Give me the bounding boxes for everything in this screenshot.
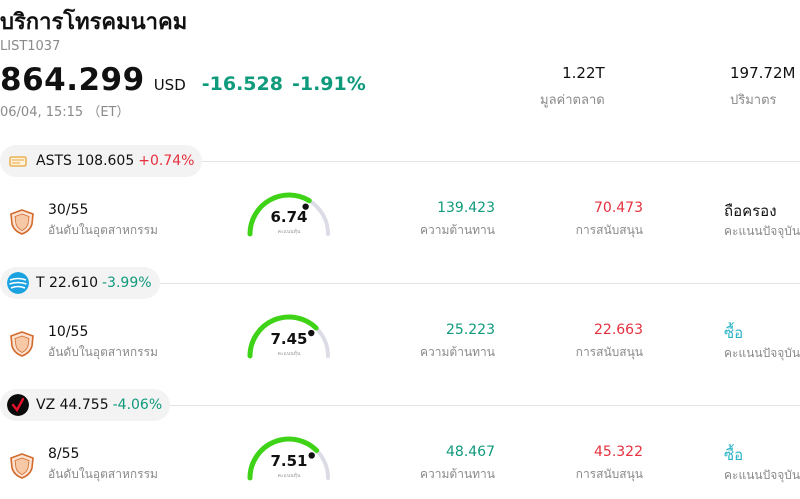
industry-rank-value: 10/55	[48, 324, 89, 340]
resistance-label: ความต้านทาน	[420, 467, 495, 481]
stock-chip-t[interactable]: T 22.610 -3.99%	[0, 267, 160, 299]
rating-value[interactable]: ซื้อ	[724, 446, 744, 464]
score-value: 6.74	[270, 208, 308, 226]
score-sublabel: คะแนนหุ้น	[277, 351, 301, 357]
stock-change-percent: -3.99%	[102, 275, 152, 291]
att-globe-logo-icon	[7, 272, 29, 294]
price-change: -16.528	[201, 73, 283, 95]
gauge-marker	[308, 329, 315, 337]
price-change-percent: -1.91%	[291, 73, 366, 95]
rating-value[interactable]: ซื้อ	[724, 324, 744, 342]
support-value: 70.473	[594, 200, 643, 216]
volume-stat: 197.72M ปริมาตร	[730, 64, 795, 110]
score-value: 7.45	[270, 330, 308, 348]
score-gauge	[247, 436, 330, 481]
stock-chip-vz[interactable]: VZ 44.755 -4.06%	[0, 389, 171, 421]
gauge-fill	[247, 436, 320, 481]
industry-rank-shield-icon	[10, 331, 34, 357]
score-gauge	[247, 192, 330, 237]
section-divider	[0, 161, 800, 162]
rating-label: คะแนนปัจจุบัน	[724, 224, 800, 238]
section-divider	[0, 405, 800, 406]
resistance-label: ความต้านทาน	[420, 223, 495, 237]
resistance-value: 48.467	[446, 444, 495, 460]
verizon-check-logo-icon	[7, 394, 29, 416]
rating-label: คะแนนปัจจุบัน	[724, 346, 800, 360]
asts-logo-icon	[7, 150, 29, 172]
market-cap-label: มูลค่าตลาด	[540, 93, 605, 108]
rating-label: คะแนนปัจจุบัน	[724, 468, 800, 482]
stock-symbol-price: ASTS 108.605	[36, 153, 135, 169]
gauge-fill	[247, 314, 319, 359]
resistance-label: ความต้านทาน	[420, 345, 495, 359]
industry-rank-label: อันดับในอุตสาหกรรม	[48, 345, 158, 359]
price-row: 864.299 USD -16.528 -1.91%	[0, 62, 366, 98]
score-gauge	[247, 314, 330, 359]
industry-rank-label: อันดับในอุตสาหกรรม	[48, 223, 158, 237]
score-sublabel: คะแนนหุ้น	[277, 473, 301, 479]
industry-rank-value: 30/55	[48, 202, 89, 218]
gauge-fill	[247, 192, 312, 237]
score-sublabel: คะแนนหุ้น	[277, 229, 301, 235]
support-label: การสนับสนุน	[575, 467, 643, 481]
currency-label: USD	[153, 76, 186, 94]
stock-detail-row-t[interactable]: 10/55 อันดับในอุตสาหกรรม 7.45 คะแนนหุ้น …	[0, 314, 800, 388]
support-value: 45.322	[594, 444, 643, 460]
list-code: LIST1037	[0, 39, 61, 54]
support-value: 22.663	[594, 322, 643, 338]
stock-detail-row-vz[interactable]: 8/55 อันดับในอุตสาหกรรม 7.51 คะแนนหุ้น 4…	[0, 436, 800, 499]
resistance-value: 25.223	[446, 322, 495, 338]
stock-symbol-price: VZ 44.755	[36, 397, 109, 413]
support-label: การสนับสนุน	[575, 223, 643, 237]
page-title: บริการโทรคมนาคม	[0, 10, 188, 35]
section-divider	[0, 283, 800, 284]
score-value: 7.51	[270, 452, 308, 470]
industry-rank-shield-icon	[10, 453, 34, 479]
resistance-value: 139.423	[437, 200, 495, 216]
gauge-marker	[308, 452, 315, 459]
support-label: การสนับสนุน	[575, 345, 643, 359]
stock-change-percent: -4.06%	[112, 397, 163, 413]
volume-value: 197.72M	[730, 64, 796, 82]
volume-label: ปริมาตร	[730, 93, 777, 108]
stock-detail-row-asts[interactable]: 30/55 อันดับในอุตสาหกรรม 6.74 คะแนนหุ้น …	[0, 192, 800, 266]
stock-change-percent: +0.74%	[138, 153, 195, 169]
industry-rank-label: อันดับในอุตสาหกรรม	[48, 467, 158, 481]
timestamp: 06/04, 15:15 （ET）	[0, 105, 130, 120]
stock-symbol-price: T 22.610	[36, 275, 98, 291]
market-cap-value: 1.22T	[562, 64, 605, 82]
rating-value[interactable]: ถือครอง	[724, 202, 777, 220]
index-price: 864.299	[0, 62, 145, 98]
industry-rank-shield-icon	[10, 209, 34, 235]
market-cap-stat: 1.22T มูลค่าตลาด	[540, 64, 605, 110]
industry-rank-value: 8/55	[48, 446, 80, 462]
gauge-marker	[302, 203, 309, 210]
stock-chip-asts[interactable]: ASTS 108.605 +0.74%	[0, 145, 203, 177]
